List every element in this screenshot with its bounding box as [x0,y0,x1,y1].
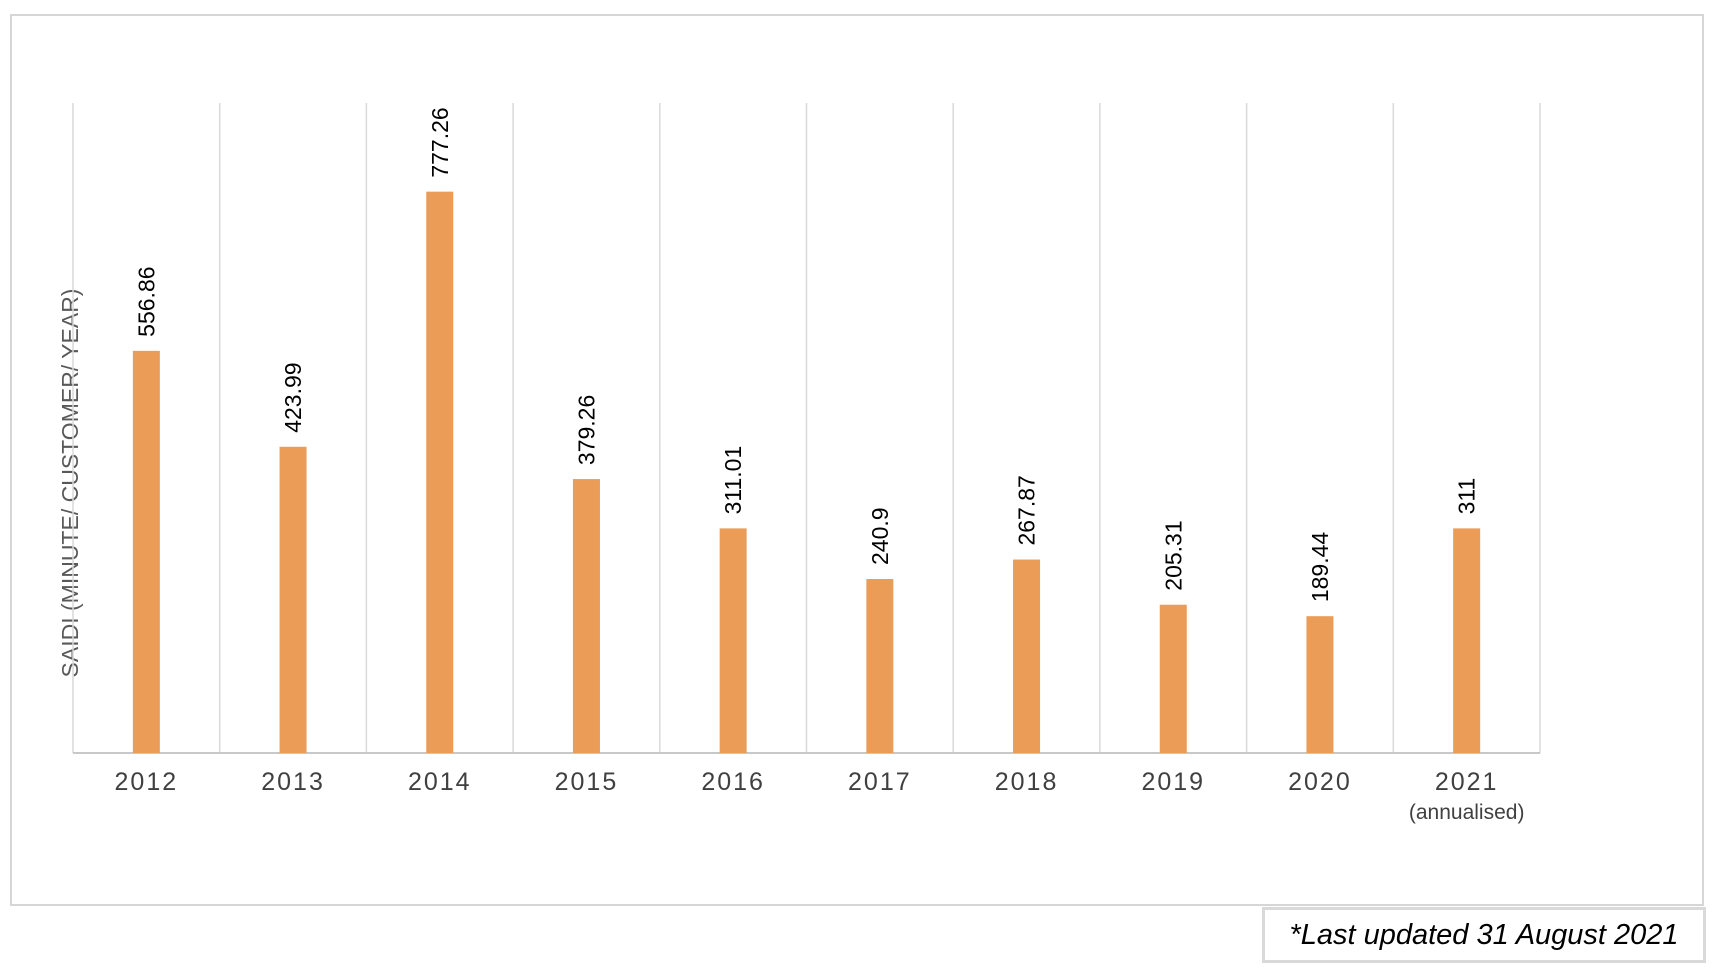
data-label: 777.26 [427,107,453,177]
x-tick-label: 2018 [995,768,1059,796]
x-tick-label: 2019 [1141,768,1205,796]
data-label: 311 [1454,478,1480,515]
data-label: 240.9 [867,507,893,565]
footnote-text: *Last updated 31 August 2021 [1289,918,1679,951]
x-tick-label: 2012 [115,768,179,796]
data-label: 556.86 [133,266,159,336]
x-tick-label: 2016 [701,768,765,796]
y-axis-label: SAIDI (MINUTE/ CUSTOMER/ YEAR) [57,289,83,678]
x-tick-label: 2015 [555,768,619,796]
bar-chart: SAIDI (MINUTE/ CUSTOMER/ YEAR) 556.86 201… [57,103,1541,824]
x-tick-label: 2017 [848,768,912,796]
x-tick-label: 2021 [1435,768,1499,796]
data-label: 423.99 [280,362,306,432]
data-label: 189.44 [1307,532,1333,603]
data-label: 267.87 [1014,475,1040,545]
x-tick-label: 2014 [408,768,472,796]
chart-frame: SAIDI (MINUTE/ CUSTOMER/ YEAR) 556.86 201… [10,14,1704,906]
x-tick-sublabel: (annualised) [1409,801,1525,824]
bar [1159,604,1187,753]
bar [719,528,747,753]
bar [1013,559,1041,753]
bar [279,446,307,753]
x-tick-label: 2013 [261,768,325,796]
x-tick-label: 2020 [1288,768,1352,796]
bar [572,479,600,753]
bar [866,579,894,753]
bar [426,191,454,753]
data-label: 379.26 [573,395,599,465]
bar [1306,616,1334,753]
bar [1453,528,1481,753]
footnote-box: *Last updated 31 August 2021 [1262,907,1706,963]
bar [132,350,160,753]
data-label: 205.31 [1160,520,1186,590]
data-label: 311.01 [720,446,746,515]
